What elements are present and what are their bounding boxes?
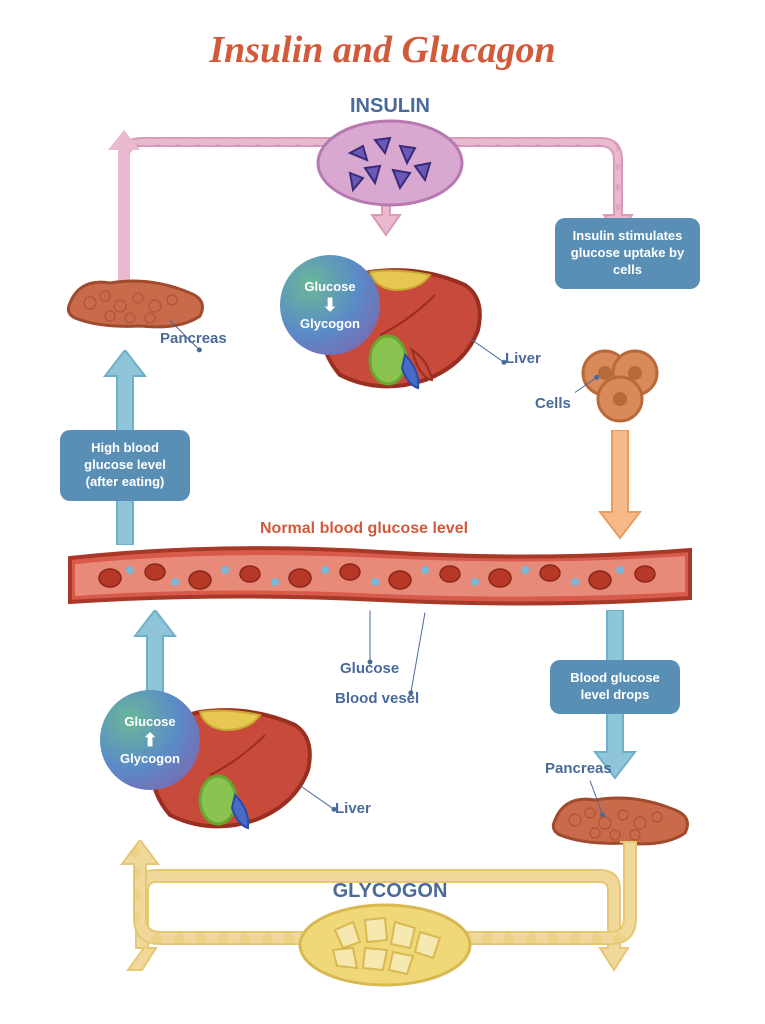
conv-arrow-top: ⬇ [322,296,337,314]
conv-glycogon-top: Glycogon [300,316,360,331]
insulin-section-label: INSULIN [330,95,450,118]
orange-arrow-down [595,430,645,540]
label-normal-level: Normal blood glucose level [260,520,468,538]
conversion-top: Glucose ⬇ Glycogon [280,255,380,355]
pancreas-top [60,268,210,338]
label-blood-vessel: Blood vesel [335,690,419,707]
label-liver-top: Liver [505,350,541,367]
main-title: Insulin and Glucagon [0,28,765,72]
conv-arrow-bottom: ⬆ [142,731,157,749]
insulin-cluster [315,118,465,208]
cells-cluster [575,345,665,425]
conv-glucose-bottom: Glucose [124,714,175,729]
conv-glycogon-bottom: Glycogon [120,751,180,766]
pointer-blood-vessel [411,612,426,691]
label-pancreas-bottom: Pancreas [545,760,612,777]
blood-vessel [60,540,700,610]
glycogon-cluster [295,900,475,990]
infobox-high: High blood glucose level (after eating) [60,430,190,501]
conversion-bottom: Glucose ⬆ Glycogon [100,690,200,790]
conv-glucose-top: Glucose [304,279,355,294]
pointer-glucose [370,611,371,661]
label-liver-bottom: Liver [335,800,371,817]
infobox-drops: Blood glucose level drops [550,660,680,714]
label-cells: Cells [535,395,571,412]
infobox-uptake: Insulin stimulates glucose uptake by cel… [555,218,700,289]
